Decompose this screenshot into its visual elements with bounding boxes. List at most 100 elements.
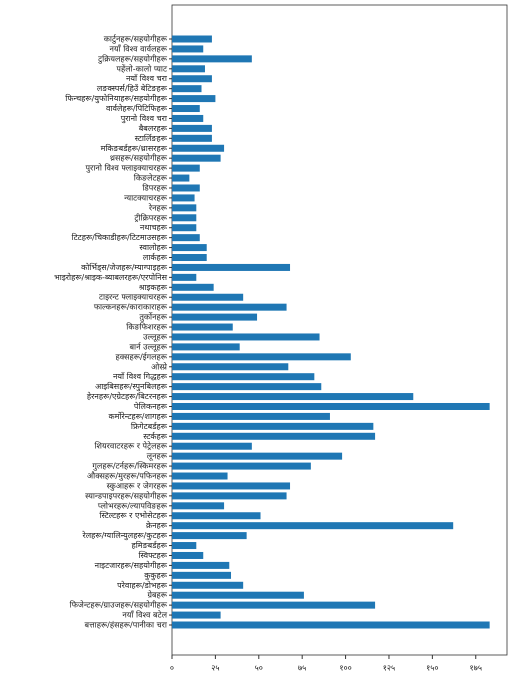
x-tick-label: ०	[170, 664, 174, 673]
y-tick-label: न्याटक्याचरहरू	[124, 193, 168, 202]
y-tick-label: पहेंलो-कालो प्याट	[116, 63, 168, 73]
bar	[172, 105, 200, 113]
y-tick-label: टुक्रियलहरू/सहयोगीहरू	[98, 53, 168, 64]
y-tick-label: रेलहरू/ग्यालिन्युलहरू/कुटहरू	[82, 530, 168, 541]
bar	[172, 551, 204, 559]
x-tick-label: २५	[211, 664, 219, 673]
y-tick-label: वार्वलेहरू/पिटिफिहरू	[106, 103, 168, 113]
bar	[172, 621, 490, 629]
y-tick-label: ओस्प्रे	[151, 361, 167, 371]
bar	[172, 432, 376, 440]
bar	[172, 244, 207, 252]
bar	[172, 591, 304, 599]
y-tick-label: पुरानो विश्व चरा	[121, 113, 168, 124]
y-tick-label: नाइटजारहरू/सहयोगीहरू	[95, 560, 168, 570]
bar	[172, 95, 216, 103]
y-tick-label: श्राइकहरू	[139, 283, 168, 292]
bar	[172, 224, 197, 232]
bar	[172, 303, 287, 311]
bar	[172, 45, 204, 53]
y-tick-label: पेलिकनहरू	[134, 401, 168, 411]
y-tick-label: भाइरोहरू/श्राइक-ब्याबलरहरू/एरपोनिस	[54, 272, 167, 282]
bar	[172, 561, 230, 569]
y-tick-label: फाल्कनहरू/काराकाराहरू	[94, 303, 168, 312]
bar	[172, 581, 244, 589]
y-tick-label: फ्रिगेटबर्डहरू	[131, 421, 168, 431]
bar	[172, 323, 233, 331]
y-tick-label: औक्सहरू/मुरहरू/पफिनहरू	[87, 471, 168, 482]
y-tick-label: तुर्कोनहरू	[139, 312, 167, 323]
bar	[172, 601, 376, 609]
y-tick-label: स्टार्लिङहरू	[135, 133, 168, 143]
bar	[172, 234, 200, 242]
bar	[172, 542, 197, 550]
y-tick-label: नयाँ विश्व वार्वलहरू	[110, 43, 168, 53]
bar	[172, 35, 212, 43]
bar	[172, 283, 214, 291]
bar	[172, 402, 490, 410]
bar	[172, 373, 315, 381]
y-tick-label: मकिङबर्डहरू/थ्रासरहरू	[101, 143, 168, 153]
y-tick-label: क्रेनहरू	[146, 520, 168, 530]
y-tick-label: टाइरन्ट फ्लाइक्याचरहरू	[99, 293, 168, 302]
y-tick-label: हमिङबर्डहरू	[131, 540, 167, 550]
bar	[172, 164, 200, 172]
bar	[172, 194, 195, 202]
y-tick-label: लार्कहरू	[143, 252, 168, 262]
y-tick-label: नयाँ विश्व गिद्धहरू	[113, 371, 168, 381]
bar	[172, 214, 197, 222]
y-tick-label: फिन्चहरू/युफोनियाहरू/सहयोगीहरू	[65, 93, 167, 104]
x-tick-label: १७५	[470, 664, 482, 673]
y-tick-label: परेवाहरू/डोभहरू	[117, 580, 168, 590]
y-tick-label: प्लोभरहरू/ल्यापविङहरू	[98, 500, 168, 510]
bar	[172, 363, 289, 371]
x-tick-label: १००	[339, 664, 351, 673]
y-tick-label: स्टर्कहरू	[143, 431, 168, 441]
y-tick-label: हक्सहरू/ईगलहरू	[116, 351, 168, 361]
bar	[172, 204, 197, 212]
y-tick-label: कर्मोरेन्टहरू/शागहरू	[109, 411, 168, 421]
y-tick-label: कार्टुनहरू/सहयोगीहरू	[104, 34, 168, 45]
bar	[172, 134, 212, 142]
bar	[172, 75, 212, 83]
bar	[172, 263, 291, 271]
x-tick-label: ७५	[298, 664, 306, 673]
bar	[172, 114, 204, 122]
y-tick-label: पुरानो विश्व फ्लाइक्याचरहरू	[86, 163, 168, 174]
y-tick-label: बत्ताहरू/हंसहरू/पानीका चरा	[85, 620, 168, 630]
bar	[172, 55, 252, 63]
y-tick-label: नयाँ विश्व चरा	[126, 73, 168, 83]
bar	[172, 522, 454, 530]
y-tick-label: हेरनहरू/एग्रेटहरू/बिटरनहरू	[87, 391, 168, 401]
x-tick-label: ५०	[255, 664, 263, 673]
y-tick-label: किङलेटहरू	[134, 173, 168, 183]
y-tick-label: लङक्स्पर्स/हिउँ बेटिङहरू	[97, 83, 168, 93]
y-tick-label: बार्न उल्लूहरू	[129, 341, 167, 352]
y-tick-label: नथाचहरू	[140, 223, 168, 232]
bar	[172, 393, 414, 401]
y-tick-label: स्वालोहरू	[139, 242, 167, 252]
y-tick-label: कुकुहरू	[144, 571, 168, 581]
bar	[172, 343, 240, 351]
bar	[172, 502, 225, 510]
bar	[172, 452, 343, 460]
y-tick-label: कोर्भिड्स/जेजहरू/म्याग्पाइहरू	[81, 262, 168, 273]
y-tick-label: स्विफ्टहरू	[138, 550, 167, 560]
bar	[172, 144, 225, 152]
bar	[172, 532, 247, 540]
bar	[172, 353, 351, 361]
y-tick-label: उल्लूहरू	[143, 332, 168, 342]
bar	[172, 293, 244, 301]
y-tick-label: फिजेन्टहरू/ग्राउजहरू/सहयोगीहरू	[70, 600, 168, 610]
y-tick-label: टिटहरू/चिकाडीहरू/टिटमाउसहरू	[72, 232, 168, 242]
y-tick-label: ग्रेबहरू	[147, 590, 167, 600]
y-tick-label: किङफिशरहरू	[126, 322, 168, 332]
bar	[172, 412, 330, 420]
y-tick-label: स्यान्डपाइपरहरू/सहयोगीहरू	[85, 490, 168, 500]
bar	[172, 124, 212, 132]
y-tick-label: बैबलरहरू	[139, 123, 168, 133]
bar	[172, 85, 202, 93]
bar	[172, 333, 320, 341]
y-tick-label: नयाँ विश्व बटेल	[122, 610, 167, 620]
